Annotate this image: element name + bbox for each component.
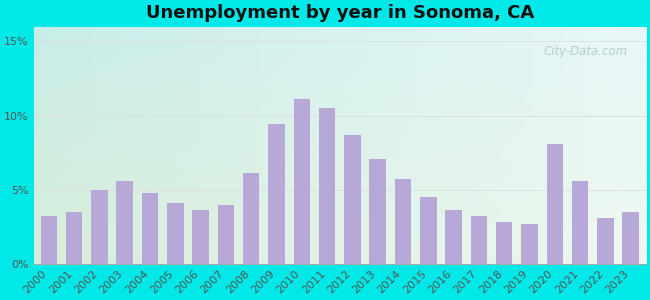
Bar	[243, 173, 259, 264]
Bar	[344, 135, 361, 264]
Bar	[218, 205, 234, 264]
Bar	[623, 212, 639, 264]
Bar	[91, 190, 108, 264]
Bar	[597, 218, 614, 264]
Bar	[369, 158, 386, 264]
Bar	[395, 179, 411, 264]
Bar	[420, 197, 437, 264]
Bar	[496, 222, 512, 264]
Bar	[319, 108, 335, 264]
Bar	[66, 212, 83, 264]
Bar	[521, 224, 538, 264]
Bar	[445, 210, 462, 264]
Bar	[294, 99, 310, 264]
Bar	[268, 124, 285, 264]
Text: City-Data.com: City-Data.com	[543, 46, 627, 59]
Bar	[192, 210, 209, 264]
Bar	[40, 216, 57, 264]
Bar	[547, 144, 563, 264]
Title: Unemployment by year in Sonoma, CA: Unemployment by year in Sonoma, CA	[146, 4, 534, 22]
Bar	[471, 216, 487, 264]
Bar	[572, 181, 588, 264]
Bar	[167, 203, 183, 264]
Bar	[116, 181, 133, 264]
Bar	[142, 193, 158, 264]
